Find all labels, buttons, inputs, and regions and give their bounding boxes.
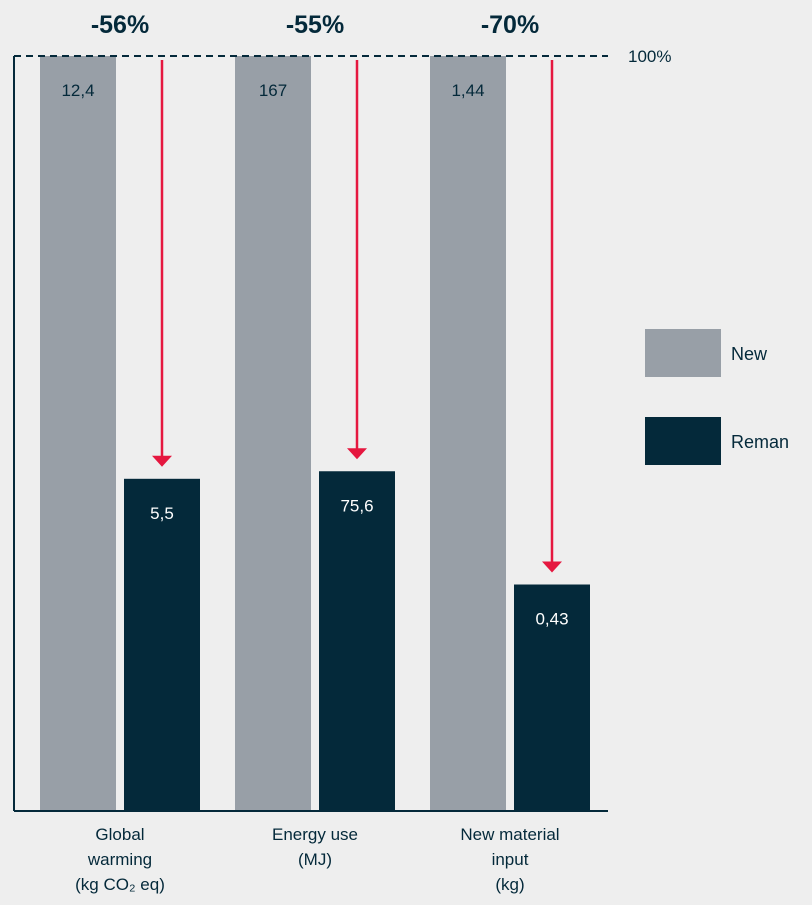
value-label-reman-1: 75,6 (340, 496, 373, 515)
reduction-label-0: -56% (91, 11, 149, 39)
reduction-arrowhead-2 (542, 561, 562, 573)
value-label-new-2: 1,44 (451, 81, 484, 100)
reduction-label-2: -70% (481, 11, 539, 39)
category-label-0: Global warming (kg CO₂ eq) (75, 825, 165, 894)
value-label-new-1: 167 (259, 81, 287, 100)
bar-reman-1 (319, 471, 395, 811)
bar-reman-0 (124, 478, 200, 811)
legend-label-reman: Reman (731, 432, 789, 452)
bar-reman-2 (514, 584, 590, 811)
value-label-reman-0: 5,5 (150, 504, 174, 523)
legend-swatch-new (645, 329, 721, 377)
category-label-2: New material input (kg) (460, 825, 559, 894)
bar-new-2 (430, 56, 506, 811)
reduction-label-1: -55% (286, 11, 344, 39)
reduction-arrowhead-0 (152, 455, 172, 467)
bars-group (40, 56, 590, 811)
value-labels: 12,4 5,5 167 75,6 1,44 0,43 (61, 81, 568, 629)
value-label-reman-2: 0,43 (535, 610, 568, 629)
category-labels: Global warming (kg CO₂ eq) Energy use (MJ) Ne… (75, 825, 559, 894)
legend-swatch-reman (645, 417, 721, 465)
value-label-new-0: 12,4 (61, 81, 94, 100)
arrows-group (152, 60, 562, 573)
reference-line-label: 100% (628, 47, 671, 66)
bar-new-0 (40, 56, 116, 811)
reduction-arrowhead-1 (347, 448, 367, 460)
legend-label-new: New (731, 344, 768, 364)
bar-new-1 (235, 56, 311, 811)
reduction-labels: -56% -55% -70% (91, 11, 539, 39)
category-label-1: Energy use (MJ) (272, 825, 358, 869)
legend: New Reman (645, 329, 789, 465)
